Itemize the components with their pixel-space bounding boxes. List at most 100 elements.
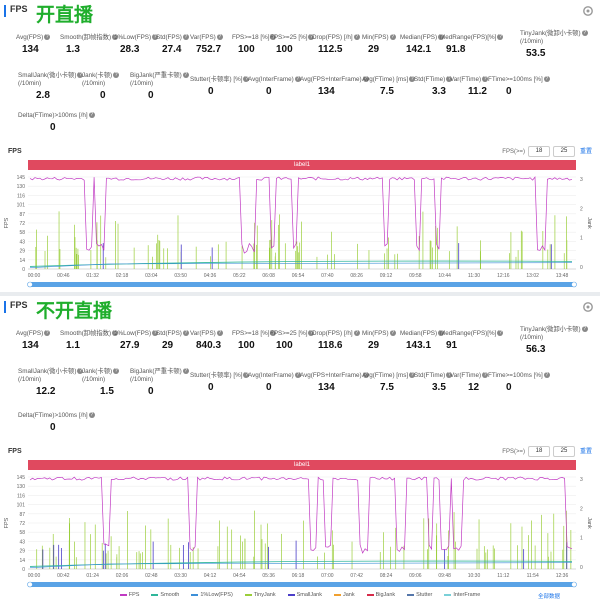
help-icon[interactable]: ? — [362, 372, 369, 379]
help-icon[interactable]: ? — [243, 76, 250, 83]
reset-link[interactable]: 重置 — [579, 149, 592, 156]
legend-item[interactable]: Jank — [333, 592, 355, 598]
x-tick: 08:24 — [380, 573, 393, 579]
help-icon[interactable]: ? — [182, 34, 189, 41]
help-icon[interactable]: ? — [308, 34, 315, 41]
x-tick: 03:30 — [174, 573, 187, 579]
x-tick: 09:58 — [409, 273, 422, 279]
help-icon[interactable]: ? — [482, 372, 489, 379]
zoom-handle-right[interactable] — [571, 581, 577, 588]
help-icon[interactable]: ? — [389, 330, 396, 337]
zoom-handle-right[interactable] — [571, 281, 577, 288]
fps-panel-live: FPS 开直播 Avg(FPS)? 134 Smooth(卸帧指数)? 1.3 1%Low(… — [0, 0, 600, 300]
help-icon[interactable]: ? — [88, 412, 95, 419]
help-icon[interactable]: ? — [409, 76, 416, 83]
help-icon[interactable]: ? — [152, 34, 159, 41]
y-tick: 58 — [19, 530, 25, 536]
y-tick: 101 — [17, 203, 26, 209]
help-icon[interactable]: ? — [182, 368, 189, 375]
metric-label: Drop(FPS) [/h] — [312, 330, 353, 337]
help-icon[interactable]: ? — [581, 30, 588, 37]
help-icon[interactable]: ? — [581, 326, 588, 333]
metric-value: 0 — [148, 386, 154, 397]
fps-threshold-input-1[interactable]: 18 — [527, 446, 550, 457]
metric-label: BigJank(严重卡顿) — [130, 368, 182, 375]
help-icon[interactable]: ? — [446, 76, 453, 83]
zoom-handle-left[interactable] — [27, 281, 33, 288]
metric-value: 0 — [208, 382, 214, 393]
help-icon[interactable]: ? — [113, 72, 120, 79]
help-icon[interactable]: ? — [112, 34, 119, 41]
help-icon[interactable]: ? — [543, 372, 550, 379]
zoom-handle-left[interactable] — [27, 581, 33, 588]
zoom-scrollbar[interactable] — [28, 282, 576, 287]
help-icon[interactable]: ? — [77, 72, 84, 79]
fps-threshold-input-1[interactable]: 18 — [527, 146, 550, 157]
y-tick: 43 — [19, 239, 25, 245]
help-icon[interactable]: ? — [446, 372, 453, 379]
help-icon[interactable]: ? — [270, 34, 277, 41]
help-icon[interactable]: ? — [77, 368, 84, 375]
help-icon[interactable]: ? — [409, 372, 416, 379]
help-icon[interactable]: ? — [270, 330, 277, 337]
zoom-scrollbar[interactable] — [28, 582, 576, 587]
x-tick: 04:12 — [204, 573, 217, 579]
help-icon[interactable]: ? — [294, 76, 301, 83]
help-icon[interactable]: ? — [353, 34, 360, 41]
help-icon[interactable]: ? — [497, 330, 504, 337]
help-icon[interactable]: ? — [308, 330, 315, 337]
help-icon[interactable]: ? — [152, 330, 159, 337]
x-tick: 11:30 — [468, 273, 480, 279]
settings-gear-icon[interactable] — [582, 4, 594, 16]
fps-threshold-input-2[interactable]: 25 — [552, 146, 575, 157]
help-icon[interactable]: ? — [44, 330, 51, 337]
help-icon[interactable]: ? — [44, 34, 51, 41]
help-icon[interactable]: ? — [438, 34, 445, 41]
help-icon[interactable]: ? — [216, 34, 223, 41]
x-tick: 00:46 — [57, 273, 70, 279]
help-icon[interactable]: ? — [497, 34, 504, 41]
metric-6: FPS>=25 [%]? 100 — [270, 34, 315, 55]
help-icon[interactable]: ? — [216, 330, 223, 337]
metric-value: 0 — [266, 86, 272, 97]
legend-item[interactable]: Smooth — [151, 592, 179, 598]
help-icon[interactable]: ? — [543, 76, 550, 83]
metric-label: Avg(FPS+InterFrame) — [300, 372, 362, 379]
legend-label: Stutter — [416, 592, 433, 598]
legend-item[interactable]: SmallJank — [287, 592, 322, 598]
help-icon[interactable]: ? — [362, 76, 369, 83]
fps-chart[interactable]: 145 130 116 101 87 72 58 43 29 14 0 FPS 3 2 1 0 Jank 00:0… — [0, 173, 600, 305]
metric-7: Drop(FPS) [/h]? 118.6 — [312, 330, 360, 351]
legend-swatch — [444, 593, 452, 596]
help-icon[interactable]: ? — [294, 372, 301, 379]
legend-item[interactable]: BigJank — [366, 592, 395, 598]
reset-zoom-link[interactable]: 全部数据 — [537, 594, 560, 600]
fps-threshold-input-2[interactable]: 25 — [552, 446, 575, 457]
settings-gear-icon[interactable] — [582, 300, 594, 312]
metric-label: Stutter(卡顿率) [%] — [190, 372, 243, 379]
help-icon[interactable]: ? — [112, 330, 119, 337]
help-icon[interactable]: ? — [88, 112, 95, 119]
help-icon[interactable]: ? — [182, 72, 189, 79]
help-icon[interactable]: ? — [182, 330, 189, 337]
help-icon[interactable]: ? — [353, 330, 360, 337]
x-tick: 04:36 — [204, 273, 217, 279]
legend-item[interactable]: Stutter — [407, 592, 432, 598]
legend-item[interactable]: InterFrame — [444, 592, 480, 598]
legend-item[interactable]: FPS — [119, 592, 139, 598]
metric-label: Avg(FTime) [ms] — [362, 372, 409, 379]
help-icon[interactable]: ? — [113, 368, 120, 375]
legend-item[interactable]: 1%Low(FPS) — [191, 592, 233, 598]
reset-link[interactable]: 重置 — [579, 449, 592, 456]
metric2-2: BigJank(严重卡顿)? (/10min) 0 — [130, 368, 189, 397]
metric-label: Delta(FTime)>100ms [/h] — [18, 112, 88, 119]
legend-item[interactable]: TinyJank — [244, 592, 276, 598]
metric-value: 0 — [50, 422, 56, 433]
x-tick: 02:06 — [116, 573, 129, 579]
help-icon[interactable]: ? — [389, 34, 396, 41]
chart-legend: FPS Smooth 1%Low(FPS) TinyJank SmallJank Jank… — [0, 592, 600, 598]
help-icon[interactable]: ? — [482, 76, 489, 83]
help-icon[interactable]: ? — [243, 372, 250, 379]
fps-chart[interactable]: 145 130 116 101 87 72 58 43 29 14 0 FPS 3 2 1 0 Jank 00:0… — [0, 473, 600, 605]
help-icon[interactable]: ? — [438, 330, 445, 337]
